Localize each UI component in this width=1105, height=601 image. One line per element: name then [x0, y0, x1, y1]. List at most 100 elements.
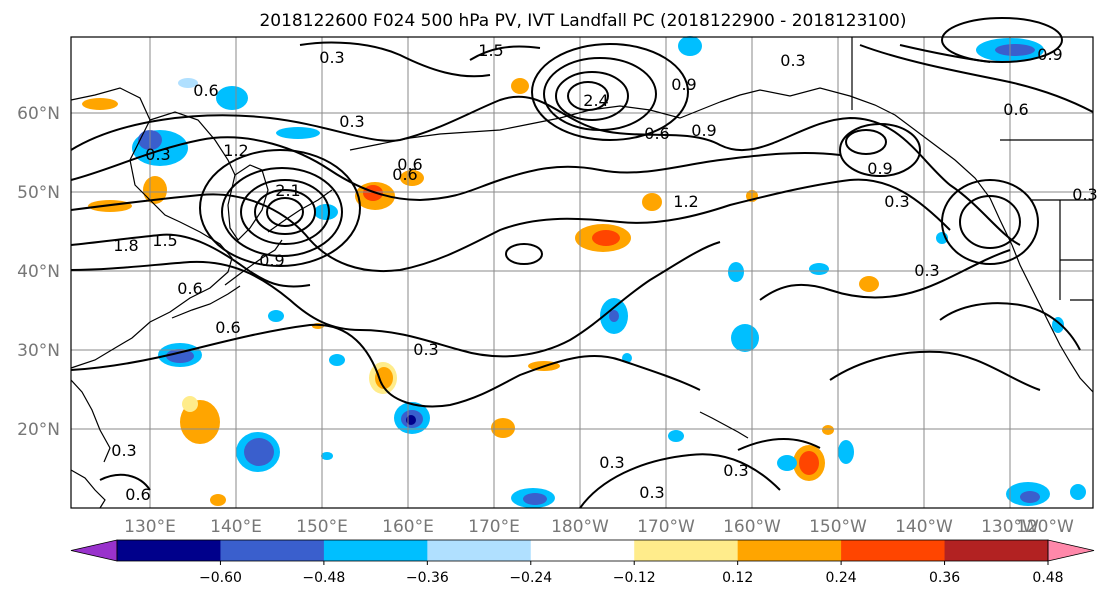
negative-anomaly-core — [244, 438, 274, 466]
pv-closed-contour — [845, 129, 887, 155]
contour-label: 0.6 — [397, 155, 422, 174]
colorbar-tick-label: −0.60 — [199, 570, 242, 586]
negative-anomaly-core — [523, 493, 547, 505]
latitude-labels: 60°N 50°N 40°N 30°N 20°N — [17, 104, 60, 440]
negative-anomaly-patch — [731, 324, 759, 352]
lon-label: 160°E — [382, 517, 434, 537]
map-frame — [70, 36, 1094, 509]
pv-contour — [99, 473, 151, 491]
colorbar: −0.60 −0.48 −0.36 −0.24 −0.12 0.12 0.24 0.36 0.4… — [70, 539, 1095, 586]
asia-coastline — [70, 87, 233, 369]
pv-contour — [70, 136, 841, 202]
pv-closed-contour — [266, 197, 304, 227]
contour-label: 0.3 — [780, 51, 805, 70]
pv-closed-contour — [199, 149, 361, 267]
pv-closed-contour — [240, 179, 330, 245]
positive-anomaly-core — [375, 367, 393, 389]
negative-anomaly-core — [166, 349, 194, 363]
colorbar-tick-label: 0.12 — [722, 570, 753, 586]
pv-closed-contour — [839, 123, 921, 177]
negative-anomaly-patch — [268, 310, 284, 322]
pv-contours — [70, 17, 1094, 509]
positive-anomaly-patch — [182, 396, 198, 412]
contour-label: 1.5 — [478, 41, 503, 60]
pv-closed-contour — [555, 71, 629, 121]
negative-anomaly-patch — [678, 36, 702, 56]
pv-contour — [859, 44, 1094, 113]
longitude-labels: 130°E 140°E 150°E 160°E 170°E 180°W 170°… — [124, 517, 1074, 537]
contour-label: 0.3 — [1072, 185, 1097, 204]
pv-closed-contour — [254, 189, 316, 235]
contour-label: 0.3 — [413, 340, 438, 359]
pv-contour — [939, 302, 1081, 351]
negative-anomaly-core — [995, 44, 1035, 56]
negative-anomaly-patch — [728, 262, 744, 282]
contour-label: 1.2 — [673, 192, 698, 211]
lon-label: 150°E — [296, 517, 348, 537]
pv-closed-contour — [959, 195, 1021, 249]
positive-anomaly-core — [799, 451, 819, 475]
pv-closed-contour — [567, 81, 609, 111]
pv-contour — [737, 437, 821, 451]
colorbar-segment — [737, 540, 842, 561]
contour-label: 0.3 — [639, 483, 664, 502]
contour-label: 2.4 — [583, 91, 608, 110]
negative-anomaly-patch — [838, 440, 854, 464]
negative-anomaly-patch — [777, 455, 797, 471]
graticule — [71, 37, 1093, 508]
negative-anomaly-patch — [329, 354, 345, 366]
positive-anomaly-patch — [210, 494, 226, 506]
positive-anomaly-patch — [143, 176, 167, 204]
colorbar-segment — [117, 540, 221, 561]
positive-anomaly-patch — [491, 418, 515, 438]
contour-label: 0.3 — [145, 145, 170, 164]
colorbar-segment — [220, 540, 325, 561]
negative-anomaly-core — [609, 310, 619, 322]
pv-contour — [70, 178, 951, 272]
lon-label: 140°W — [895, 517, 953, 537]
colorbar-tick-label: −0.48 — [302, 570, 345, 586]
pv-closed-contour — [941, 179, 1039, 265]
contour-label: 0.3 — [111, 441, 136, 460]
pv-closed-contour — [941, 17, 1063, 63]
positive-anomaly-patch — [82, 98, 118, 110]
lon-label: 170°E — [468, 517, 520, 537]
colorbar-segment — [323, 540, 428, 561]
colorbar-segment — [530, 540, 635, 561]
north-america-west-coast — [1011, 244, 1094, 393]
lon-label: 150°W — [809, 517, 867, 537]
colorbar-segment — [427, 540, 532, 561]
negative-anomaly-patch — [276, 127, 320, 139]
pv-contour — [579, 453, 781, 509]
colorbar-tick-label: 0.48 — [1032, 570, 1063, 586]
lon-label: 140°E — [210, 517, 262, 537]
aleutian-islands — [349, 101, 721, 151]
negative-anomaly-patch — [178, 78, 198, 88]
contour-label: 0.6 — [644, 124, 669, 143]
positive-anomaly-patch — [511, 78, 529, 94]
colorbar-tick-label: −0.24 — [509, 570, 552, 586]
contour-label: 0.6 — [392, 165, 417, 184]
contour-label: 0.9 — [867, 159, 892, 178]
pv-contour — [70, 233, 311, 288]
pv-contour — [299, 41, 491, 78]
negative-anomaly-patch — [216, 86, 248, 110]
positive-anomaly-patch — [822, 425, 834, 435]
contour-label: 0.3 — [914, 261, 939, 280]
positive-anomaly-core — [363, 185, 383, 201]
colorbar-outline — [116, 539, 1049, 562]
contour-label: 0.9 — [671, 75, 696, 94]
pv-contour — [70, 95, 1021, 246]
alaska-coastline — [719, 87, 1013, 246]
contour-label: 1.2 — [223, 141, 248, 160]
positive-anomaly-patch — [859, 276, 879, 292]
pv-closed-contour — [531, 43, 689, 141]
contour-label: 0.9 — [259, 251, 284, 270]
contour-label: 1.8 — [113, 236, 138, 255]
colorbar-segments — [70, 539, 1095, 562]
pv-closed-contour — [543, 57, 657, 131]
contour-label: 0.6 — [193, 81, 218, 100]
contour-label: 0.9 — [691, 121, 716, 140]
contour-label: 1.5 — [152, 231, 177, 250]
